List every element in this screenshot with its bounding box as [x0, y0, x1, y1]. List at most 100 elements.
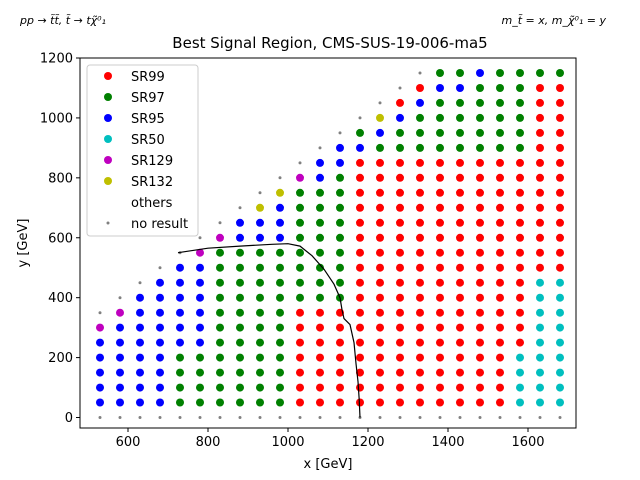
- no-result-point: [238, 206, 242, 210]
- data-point-sr99: [436, 353, 444, 362]
- data-point-sr99: [396, 98, 404, 107]
- data-point-sr95: [96, 353, 104, 362]
- data-point-sr99: [436, 188, 444, 197]
- data-point-sr99: [476, 308, 484, 317]
- data-point-sr99: [376, 218, 384, 227]
- data-point-sr99: [356, 233, 364, 242]
- data-point-sr99: [416, 278, 424, 287]
- data-point-sr97: [316, 233, 324, 242]
- data-point-sr99: [476, 173, 484, 182]
- data-point-sr97: [196, 353, 204, 362]
- data-point-sr99: [376, 383, 384, 392]
- data-point-sr99: [356, 188, 364, 197]
- data-point-sr99: [536, 128, 544, 137]
- data-point-sr95: [136, 353, 144, 362]
- no-result-point: [138, 281, 142, 285]
- data-point-sr99: [556, 98, 564, 107]
- y-axis-ticks: 0 200 400 600 800 1000 1200: [40, 52, 80, 426]
- data-point-sr99: [476, 323, 484, 332]
- no-result-point: [318, 416, 322, 419]
- data-point-sr99: [556, 218, 564, 227]
- data-point-sr99: [396, 368, 404, 377]
- legend-label: SR132: [131, 175, 173, 190]
- data-point-sr99: [376, 203, 384, 212]
- data-point-sr99: [456, 398, 464, 407]
- data-point-sr99: [436, 398, 444, 407]
- data-point-sr97: [496, 143, 504, 152]
- no-result-point: [238, 416, 242, 419]
- data-point-sr97: [516, 113, 524, 122]
- data-point-sr99: [316, 368, 324, 377]
- data-point-sr97: [436, 113, 444, 122]
- data-point-sr99: [476, 353, 484, 362]
- data-point-sr99: [536, 98, 544, 107]
- no-result-point: [218, 221, 222, 225]
- data-point-sr95: [396, 113, 404, 122]
- data-point-sr99: [516, 218, 524, 227]
- data-point-sr99: [396, 293, 404, 302]
- data-point-sr97: [436, 143, 444, 152]
- legend-box: [86, 64, 199, 237]
- data-point-sr95: [136, 338, 144, 347]
- legend-marker-sr97: [104, 93, 112, 101]
- data-point-sr97: [216, 383, 224, 392]
- data-point-sr97: [236, 278, 244, 287]
- data-point-sr99: [376, 263, 384, 272]
- data-point-sr129: [96, 323, 104, 332]
- data-point-sr97: [216, 323, 224, 332]
- data-point-sr99: [496, 368, 504, 377]
- legend-label: SR99: [131, 70, 165, 85]
- legend: SR99 SR97 SR95 SR50 SR129 SR132 others no resul…: [86, 64, 199, 237]
- data-point-sr97: [176, 398, 184, 407]
- data-point-sr97: [276, 248, 284, 257]
- data-point-sr97: [256, 338, 264, 347]
- data-point-sr95: [156, 383, 164, 392]
- data-point-sr99: [496, 218, 504, 227]
- data-point-sr99: [376, 248, 384, 257]
- data-point-sr50: [556, 383, 564, 392]
- data-point-sr97: [556, 69, 564, 77]
- data-point-sr97: [496, 84, 504, 92]
- data-point-sr99: [496, 278, 504, 287]
- y-axis-label: y [GeV]: [16, 219, 31, 268]
- legend-marker-sr129: [104, 156, 112, 164]
- data-point-sr99: [516, 248, 524, 257]
- data-point-sr99: [456, 203, 464, 212]
- data-point-sr99: [496, 248, 504, 257]
- data-point-sr99: [376, 353, 384, 362]
- data-point-sr97: [456, 128, 464, 137]
- data-point-sr97: [476, 113, 484, 122]
- data-point-sr99: [396, 248, 404, 257]
- data-point-sr97: [436, 98, 444, 107]
- data-point-sr97: [276, 338, 284, 347]
- data-point-sr95: [196, 263, 204, 272]
- no-result-point: [298, 161, 302, 165]
- no-result-point: [98, 416, 102, 419]
- x-tick-label: 1000: [271, 435, 304, 450]
- data-point-sr95: [236, 218, 244, 227]
- data-point-sr99: [436, 323, 444, 332]
- data-point-sr99: [296, 383, 304, 392]
- data-point-sr97: [436, 69, 444, 77]
- data-point-sr99: [516, 158, 524, 167]
- data-point-sr97: [236, 398, 244, 407]
- data-point-sr95: [156, 368, 164, 377]
- data-point-sr99: [456, 188, 464, 197]
- data-point-sr99: [356, 203, 364, 212]
- data-point-sr50: [536, 353, 544, 362]
- data-point-sr95: [176, 293, 184, 302]
- data-point-sr97: [296, 233, 304, 242]
- data-point-sr99: [356, 218, 364, 227]
- corner-left-label: pp → t̃t̃, t̃ → tχ̃⁰₁: [19, 14, 106, 27]
- data-point-sr97: [276, 278, 284, 287]
- data-point-sr99: [336, 338, 344, 347]
- data-point-sr97: [216, 368, 224, 377]
- data-point-sr99: [396, 203, 404, 212]
- y-tick-label: 0: [65, 411, 73, 426]
- data-point-sr132: [376, 113, 384, 122]
- data-point-sr99: [496, 353, 504, 362]
- data-point-sr95: [316, 158, 324, 167]
- data-point-sr97: [216, 308, 224, 317]
- no-result-point: [418, 71, 422, 75]
- data-point-sr50: [536, 323, 544, 332]
